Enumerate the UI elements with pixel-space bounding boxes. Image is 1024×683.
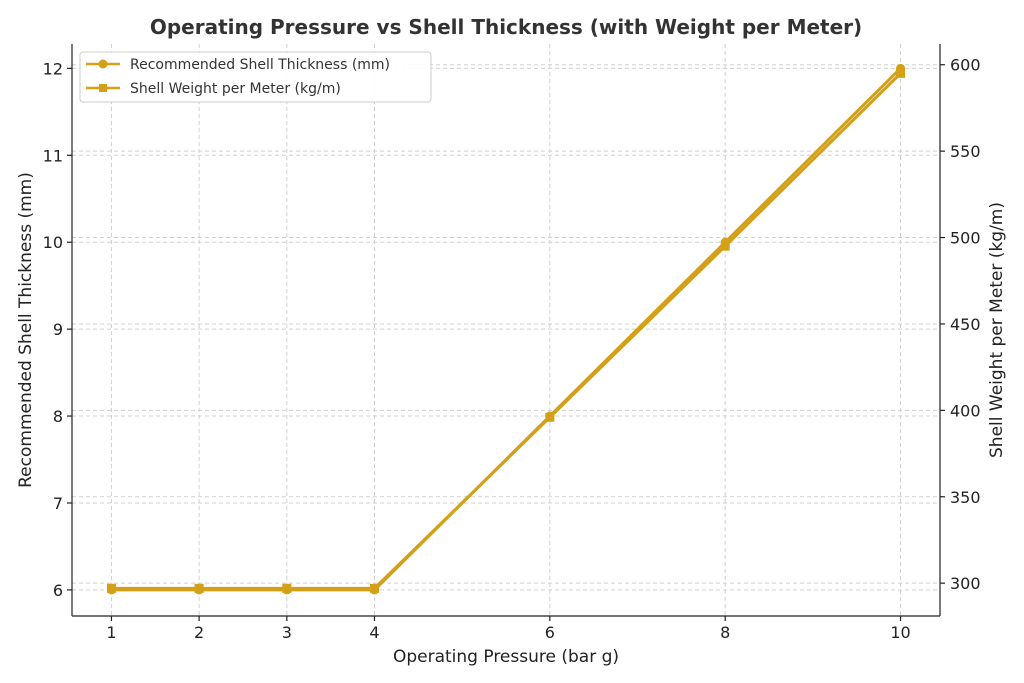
y-left-tick-label-6: 12 xyxy=(43,59,63,78)
legend-label-thickness: Recommended Shell Thickness (mm) xyxy=(130,57,390,73)
series-1-marker-3 xyxy=(369,583,379,593)
y-right-tick-label-3: 450 xyxy=(950,315,981,334)
series-1-marker-5 xyxy=(720,241,730,251)
y-left-tick-label-1: 7 xyxy=(53,494,63,513)
x-tick-label-4: 6 xyxy=(545,623,555,642)
legend-box xyxy=(79,51,432,103)
series-1-marker-6 xyxy=(896,68,906,78)
x-tick-label-6: 10 xyxy=(890,623,910,642)
legend-marker-square xyxy=(99,84,107,92)
y-left-tick-label-5: 11 xyxy=(43,146,63,165)
y-right-tick-label-6: 600 xyxy=(950,56,981,75)
legend-marker-circle xyxy=(98,59,108,69)
x-tick-label-0: 1 xyxy=(106,623,116,642)
series-1-marker-2 xyxy=(282,583,292,593)
series-1-marker-1 xyxy=(194,583,204,593)
y-right-tick-label-2: 400 xyxy=(950,401,981,420)
legend: Recommended Shell Thickness (mm) Shell W… xyxy=(79,51,432,103)
legend-label-weight: Shell Weight per Meter (kg/m) xyxy=(130,81,341,97)
series-1-marker-0 xyxy=(106,583,116,593)
y-left-tick-label-2: 8 xyxy=(53,407,63,426)
y-left-tick-label-3: 9 xyxy=(53,320,63,339)
x-axis-label: Operating Pressure (bar g) xyxy=(393,647,619,667)
series xyxy=(106,63,906,595)
series-1-marker-4 xyxy=(545,412,555,422)
series-line-1 xyxy=(109,71,903,590)
axes xyxy=(71,44,941,617)
y-left-tick-label-4: 10 xyxy=(43,233,63,252)
x-tick-label-3: 4 xyxy=(369,623,379,642)
y-right-tick-label-4: 500 xyxy=(950,229,981,248)
y-axis-label-left: Recommended Shell Thickness (mm) xyxy=(16,172,36,488)
y-axis-label-right: Shell Weight per Meter (kg/m) xyxy=(987,202,1007,458)
y-left-tick-label-0: 6 xyxy=(53,581,63,600)
x-tick-label-2: 3 xyxy=(282,623,292,642)
x-tick-label-5: 8 xyxy=(720,623,730,642)
grid-lines xyxy=(72,44,940,616)
y-right-tick-label-0: 300 xyxy=(950,574,981,593)
x-tick-label-1: 2 xyxy=(194,623,204,642)
y-right-tick-label-5: 550 xyxy=(950,142,981,161)
y-right-tick-label-1: 350 xyxy=(950,488,981,507)
chart-title: Operating Pressure vs Shell Thickness (w… xyxy=(150,15,862,39)
